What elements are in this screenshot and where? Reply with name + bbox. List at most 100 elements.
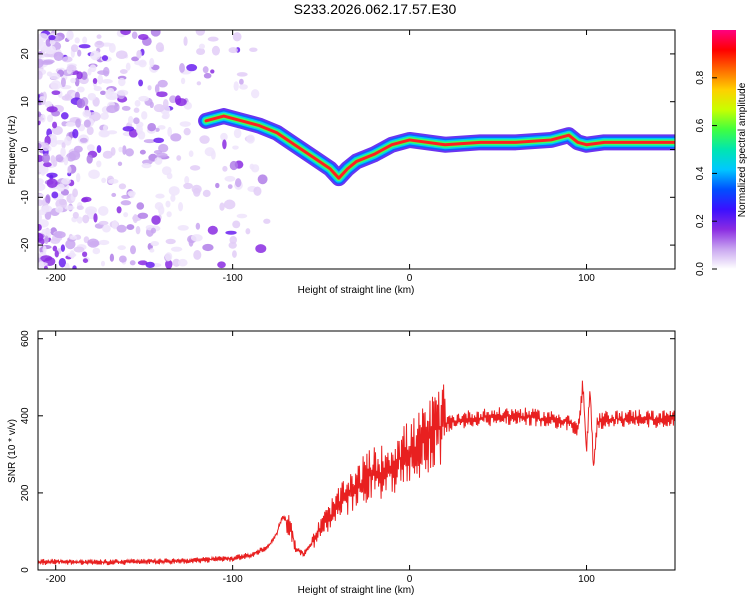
snr-line — [38, 380, 675, 566]
noise-blob — [48, 34, 56, 41]
noise-blob — [52, 245, 58, 252]
noise-blob — [101, 55, 109, 61]
noise-blob — [100, 112, 109, 120]
noise-blob — [61, 95, 73, 101]
noise-blob — [189, 165, 201, 171]
noise-blob — [191, 184, 202, 194]
noise-blob — [176, 155, 182, 161]
noise-blob — [149, 57, 155, 68]
noise-blob — [153, 137, 165, 144]
noise-blob — [65, 152, 76, 162]
noise-blob — [51, 90, 61, 96]
noise-blob — [139, 149, 146, 155]
noise-blob — [72, 128, 79, 139]
snr-ytick-label: 0 — [20, 567, 31, 573]
noise-blob — [64, 262, 70, 269]
snr-ytick-label: 400 — [20, 407, 31, 424]
noise-blob — [115, 50, 128, 60]
spectrogram-xtick-label: 100 — [578, 273, 595, 284]
noise-blob — [135, 124, 143, 135]
noise-blob — [141, 163, 152, 169]
noise-blob — [217, 261, 226, 269]
noise-blob — [157, 125, 166, 130]
noise-blob — [137, 260, 148, 266]
noise-blob — [96, 145, 102, 154]
noise-blob — [228, 241, 237, 249]
noise-blob — [64, 135, 72, 146]
noise-blob — [79, 137, 88, 143]
noise-blob — [132, 214, 138, 224]
noise-blob — [116, 224, 127, 233]
noise-blob — [49, 72, 61, 80]
noise-blob — [38, 177, 45, 185]
noise-blob — [82, 214, 90, 224]
noise-blob — [167, 126, 173, 137]
snr-xtick-label: 0 — [407, 574, 413, 585]
noise-blob — [41, 228, 52, 234]
noise-blob — [232, 145, 239, 150]
noise-blob — [60, 77, 66, 88]
noise-blob — [220, 132, 228, 141]
noise-blob — [207, 36, 219, 42]
noise-blob — [61, 56, 73, 63]
noise-blob — [98, 239, 110, 246]
noise-blob — [102, 66, 110, 77]
noise-blob — [222, 139, 227, 150]
noise-blob — [50, 155, 56, 164]
noise-blob — [53, 231, 66, 239]
noise-blob — [42, 245, 47, 254]
noise-blob — [156, 91, 168, 98]
noise-blob — [162, 111, 170, 120]
noise-blob — [58, 257, 67, 268]
noise-blob — [154, 84, 160, 94]
spectrogram-blobs — [38, 30, 271, 269]
noise-blob — [69, 250, 75, 259]
noise-blob — [121, 105, 131, 111]
spectrogram-ytick-label: 0 — [20, 146, 31, 152]
noise-blob — [72, 265, 77, 269]
spectrogram-xtick-label: -200 — [46, 273, 66, 284]
noise-blob — [183, 127, 191, 136]
noise-blob — [153, 104, 165, 113]
noise-blob — [179, 63, 185, 73]
noise-blob — [170, 133, 182, 142]
noise-blob — [77, 49, 82, 57]
spectrogram-ytick-label: -20 — [20, 237, 31, 252]
noise-blob — [49, 137, 58, 148]
noise-blob — [38, 116, 45, 122]
noise-blob — [215, 182, 220, 189]
noise-blob — [102, 150, 113, 159]
noise-blob — [75, 118, 81, 128]
noise-blob — [89, 64, 97, 73]
noise-blob — [81, 197, 89, 203]
noise-blob — [86, 144, 95, 152]
noise-blob — [38, 232, 44, 242]
noise-blob — [70, 235, 77, 240]
noise-blob — [235, 178, 242, 188]
noise-blob — [158, 205, 165, 215]
noise-blob — [129, 260, 136, 266]
noise-blob — [150, 227, 156, 234]
snr-xtick-label: -200 — [46, 574, 66, 585]
noise-blob — [102, 124, 108, 132]
noise-blob — [94, 40, 105, 49]
noise-blob — [42, 142, 50, 152]
noise-blob — [198, 43, 206, 50]
snr-xtick-label: -100 — [223, 574, 243, 585]
noise-blob — [107, 96, 117, 101]
noise-blob — [43, 265, 48, 269]
noise-blob — [232, 220, 241, 229]
noise-blob — [87, 238, 100, 248]
noise-blob — [245, 228, 251, 235]
noise-blob — [96, 34, 102, 39]
noise-blob — [70, 44, 79, 53]
noise-blob — [137, 34, 149, 41]
noise-blob — [151, 215, 161, 225]
noise-blob — [120, 30, 131, 36]
noise-blob — [83, 119, 91, 128]
snr-xlabel: Height of straight line (km) — [298, 585, 415, 596]
noise-blob — [170, 246, 183, 252]
noise-blob — [202, 66, 209, 74]
noise-blob — [255, 244, 267, 254]
noise-blob — [239, 78, 244, 85]
